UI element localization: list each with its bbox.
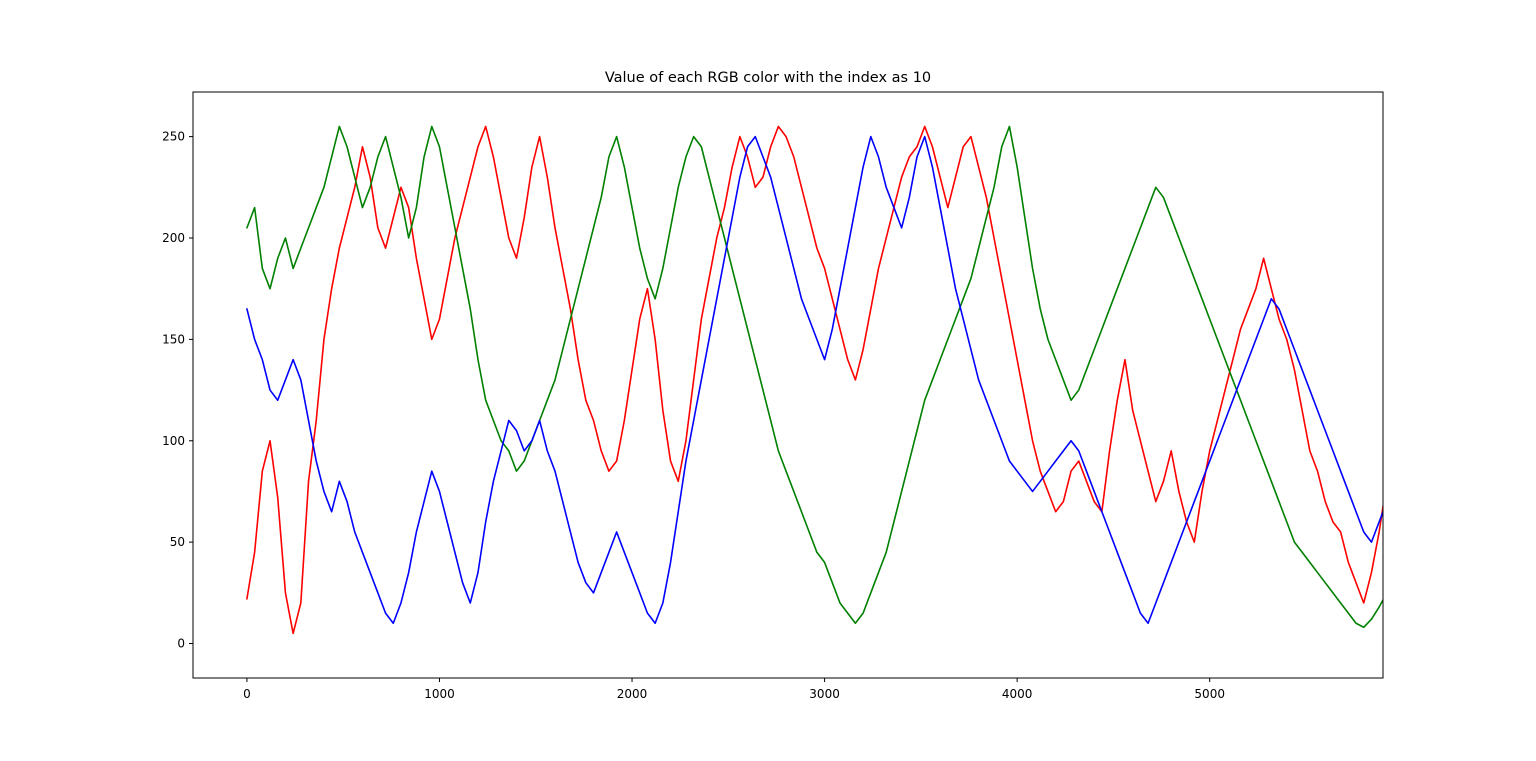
x-tick-label: 1000: [424, 687, 455, 701]
x-tick-label: 0: [243, 687, 251, 701]
x-tick-label: 5000: [1194, 687, 1225, 701]
x-axis: 0 1000 2000 3000 4000 5000: [243, 678, 1225, 701]
x-tick-label: 3000: [809, 687, 840, 701]
y-tick-label: 50: [170, 535, 185, 549]
series-line-r: [246, 125, 1383, 635]
x-tick-label: 4000: [1002, 687, 1033, 701]
x-tick-label: 2000: [617, 687, 648, 701]
y-tick-label: 150: [162, 332, 185, 346]
plot-area: [246, 125, 1383, 635]
series-line-b: [246, 135, 1383, 625]
series-layer: [246, 125, 1383, 635]
axes-frame: [192, 91, 1384, 679]
y-tick-label: 0: [177, 637, 185, 651]
y-tick-label: 250: [162, 130, 185, 144]
chart-title: Value of each RGB color with the index a…: [605, 70, 931, 86]
series-line-g: [246, 125, 1383, 629]
y-tick-label: 100: [162, 434, 185, 448]
y-tick-label: 200: [162, 231, 185, 245]
y-axis: 0 50 100 150 200 250: [162, 130, 193, 651]
